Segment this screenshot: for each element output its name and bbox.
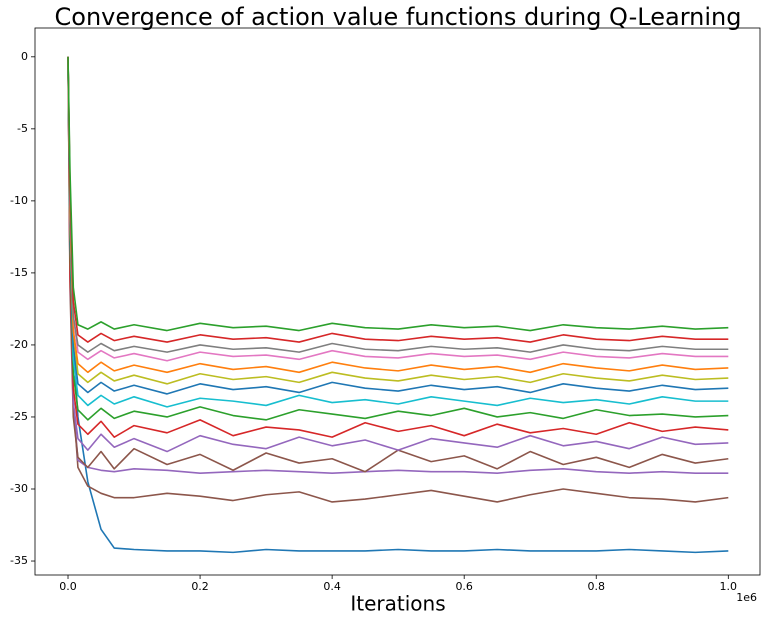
series-line	[67, 56, 729, 395]
x-tick-label: 0.6	[455, 580, 473, 593]
y-tick-label: -5	[17, 122, 28, 135]
series-line	[67, 56, 729, 554]
series-line	[67, 56, 729, 343]
series-line	[67, 56, 729, 474]
x-tick-label: 0.2	[191, 580, 209, 593]
series-line	[67, 56, 729, 374]
series-line	[67, 56, 729, 421]
y-tick-label: 0	[21, 50, 28, 63]
x-tick-label: 1.0	[720, 580, 738, 593]
series-line	[67, 56, 729, 362]
x-tick-label: 0.0	[59, 580, 77, 593]
y-tick-label: -20	[10, 338, 28, 351]
x-tick-label: 0.4	[323, 580, 341, 593]
x-offset-label: 1e6	[736, 591, 757, 604]
series-line	[67, 56, 729, 453]
series-line	[67, 56, 729, 332]
series-line	[67, 56, 729, 353]
series-line	[67, 56, 729, 408]
plot-area	[67, 56, 729, 554]
x-axis-label: Iterations	[350, 592, 445, 616]
y-tick-label: -25	[10, 410, 28, 423]
y-tick-label: -35	[10, 554, 28, 567]
y-tick-label: -10	[10, 194, 28, 207]
series-line	[67, 56, 729, 503]
x-tick-label: 0.8	[587, 580, 605, 593]
series-line	[67, 56, 729, 438]
y-tick-label: -15	[10, 266, 28, 279]
chart-title: Convergence of action value functions du…	[55, 3, 742, 31]
series-line	[67, 56, 729, 385]
y-tick-label: -30	[10, 482, 28, 495]
axes-frame	[34, 27, 761, 576]
series-line	[67, 56, 729, 473]
